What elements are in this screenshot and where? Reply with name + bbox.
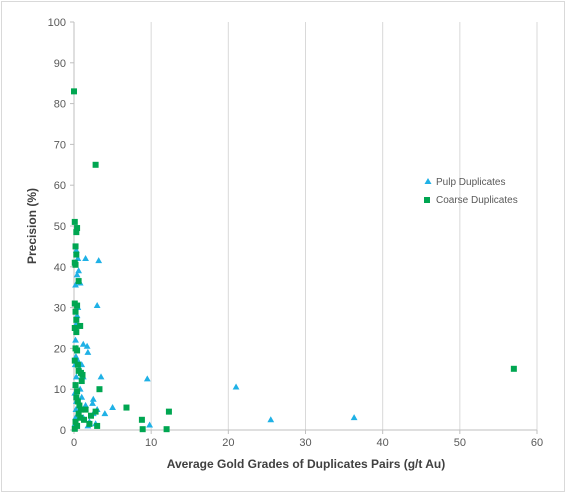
coarse-duplicate-point xyxy=(92,408,99,415)
coarse-duplicate-point xyxy=(75,410,82,417)
coarse-duplicate-point xyxy=(72,418,79,425)
coarse-duplicate-point xyxy=(94,422,101,429)
coarse-duplicate-point xyxy=(75,278,82,285)
x-tick-label: 10 xyxy=(145,437,157,449)
coarse-duplicate-point xyxy=(73,316,80,323)
pulp-duplicate-point xyxy=(146,421,154,428)
pulp-duplicate-point xyxy=(97,373,105,380)
pulp-duplicate-point xyxy=(73,271,81,278)
pulp-duplicate-point xyxy=(72,406,80,412)
coarse-duplicate-point xyxy=(76,402,83,409)
coarse-duplicate-point xyxy=(74,347,81,354)
coarse-duplicate-point xyxy=(71,88,77,95)
coarse-duplicate-point xyxy=(74,302,81,309)
data-points xyxy=(71,88,517,433)
y-tick-label: 40 xyxy=(54,262,66,274)
coarse-duplicate-point xyxy=(72,243,79,250)
pulp-duplicate-point xyxy=(79,340,87,347)
coarse-duplicate-point xyxy=(73,251,80,258)
coarse-duplicate-point xyxy=(163,426,170,433)
pulp-duplicate-point xyxy=(75,267,83,274)
coarse-duplicate-point xyxy=(510,365,517,372)
pulp-duplicate-point xyxy=(72,373,80,380)
pulp-duplicate-point xyxy=(101,410,109,417)
y-tick-label: 90 xyxy=(54,58,66,70)
pulp-duplicate-point xyxy=(82,401,89,408)
coarse-duplicate-point xyxy=(71,218,78,225)
pulp-duplicate-point xyxy=(72,336,79,343)
y-tick-label: 100 xyxy=(48,17,66,29)
y-tick-label: 50 xyxy=(54,221,66,233)
x-tick-label: 50 xyxy=(454,437,466,449)
y-axis-title: Precision (%) xyxy=(25,188,39,264)
pulp-duplicate-point xyxy=(84,348,92,355)
coarse-duplicate-point xyxy=(78,378,85,385)
coarse-duplicate-point xyxy=(77,322,84,329)
coarse-duplicate-point xyxy=(87,412,94,419)
pulp-duplicate-point xyxy=(267,416,275,423)
pulp-duplicate-point xyxy=(72,281,79,288)
coarse-duplicate-point xyxy=(71,325,78,331)
y-tick-label: 60 xyxy=(54,180,66,192)
y-tick-label: 10 xyxy=(54,384,66,396)
gridlines xyxy=(73,22,538,430)
coarse-duplicate-point xyxy=(77,406,84,413)
coarse-duplicate-point xyxy=(73,329,80,336)
coarse-duplicate-point xyxy=(74,388,81,395)
pulp-duplicate-point xyxy=(74,255,82,262)
y-tick-label: 30 xyxy=(54,303,66,315)
coarse-duplicate-point xyxy=(86,420,93,427)
x-tick-label: 20 xyxy=(222,437,234,449)
y-tick-label: 70 xyxy=(54,139,66,151)
coarse-duplicate-point xyxy=(74,361,81,368)
coarse-duplicate-point xyxy=(73,394,80,401)
pulp-duplicate-point xyxy=(89,399,96,406)
pulp-duplicate-point xyxy=(73,312,81,319)
y-tick-label: 0 xyxy=(60,425,66,437)
coarse-duplicate-point xyxy=(138,416,145,423)
coarse-duplicate-point xyxy=(71,425,78,432)
coarse-duplicate-point xyxy=(79,371,86,378)
legend: Pulp Duplicates Coarse Duplicates xyxy=(424,177,518,206)
legend-coarse-marker xyxy=(424,197,430,203)
pulp-duplicate-point xyxy=(82,255,89,262)
legend-coarse-label: Coarse Duplicates xyxy=(436,195,518,206)
y-tick-label: 20 xyxy=(54,343,66,355)
coarse-duplicate-point xyxy=(72,261,79,268)
x-tick-label: 40 xyxy=(377,437,389,449)
coarse-duplicate-point xyxy=(73,229,80,236)
legend-pulp-label: Pulp Duplicates xyxy=(436,177,505,188)
coarse-duplicate-point xyxy=(77,414,84,421)
coarse-duplicate-point xyxy=(81,416,88,423)
x-tick-label: 0 xyxy=(71,437,77,449)
coarse-duplicate-point xyxy=(92,161,99,168)
coarse-duplicate-point xyxy=(72,308,79,315)
pulp-duplicate-point xyxy=(95,257,103,264)
axes: 0 10 20 30 40 50 60 70 80 90 100 0 10 20 30 40 50 60 xyxy=(48,17,543,449)
coarse-duplicate-point xyxy=(139,426,146,433)
coarse-duplicate-point xyxy=(96,386,103,393)
pulp-duplicate-point xyxy=(78,393,86,400)
pulp-duplicate-point xyxy=(89,395,97,402)
x-tick-label: 30 xyxy=(299,437,311,449)
x-tick-label: 60 xyxy=(531,437,543,449)
pulp-duplicate-point xyxy=(232,383,240,390)
coarse-duplicate-point xyxy=(165,408,172,415)
y-tick-label: 80 xyxy=(54,99,66,111)
coarse-duplicate-point xyxy=(71,357,78,364)
coarse-duplicate-point xyxy=(82,406,89,413)
pulp-duplicate-point xyxy=(350,414,358,421)
legend-pulp-marker xyxy=(424,178,432,184)
pulp-duplicate-point xyxy=(143,375,151,382)
x-axis-title: Average Gold Grades of Duplicates Pairs … xyxy=(167,457,446,471)
pulp-duplicate-point xyxy=(72,246,80,253)
coarse-duplicate-point xyxy=(74,398,81,405)
coarse-duplicate-point xyxy=(123,404,130,411)
pulp-duplicate-point xyxy=(109,403,116,410)
pulp-duplicate-point xyxy=(93,301,101,308)
pulp-duplicate-point xyxy=(83,342,91,349)
coarse-duplicate-point xyxy=(74,225,81,232)
coarse-duplicate-point xyxy=(72,382,79,389)
